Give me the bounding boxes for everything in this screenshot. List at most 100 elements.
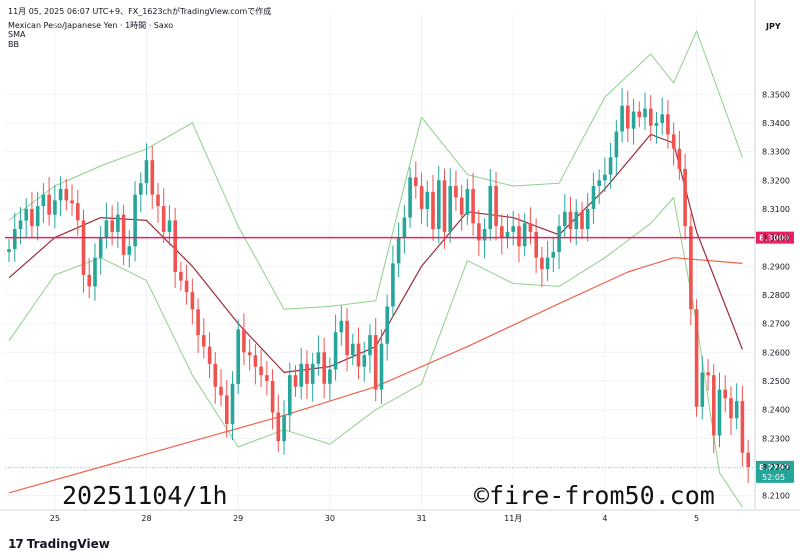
- candle-body: [35, 206, 40, 227]
- candle-body: [580, 211, 584, 229]
- x-tick-label: 28: [141, 514, 151, 523]
- candle-body: [471, 188, 475, 224]
- candle-body: [225, 395, 229, 424]
- sma-long-line: [8, 257, 743, 494]
- candle-body: [230, 383, 235, 424]
- candle-body: [557, 226, 561, 252]
- candle-body: [139, 183, 143, 195]
- candle-body: [328, 369, 332, 384]
- candle-body: [196, 309, 200, 336]
- candle-body: [717, 389, 722, 436]
- candle-body: [385, 306, 389, 344]
- candle-body: [356, 343, 361, 367]
- candle-body: [660, 114, 664, 123]
- tradingview-logo[interactable]: 17 TradingView: [8, 537, 110, 551]
- candle-body: [276, 412, 281, 442]
- watermark-date: 20251104/1h: [62, 481, 228, 510]
- candle-body: [591, 186, 596, 209]
- candle-body: [414, 177, 418, 186]
- candle-body: [442, 180, 447, 232]
- candle-body: [64, 188, 69, 201]
- candle-body: [614, 131, 619, 158]
- y-tick-label: 8.3400: [762, 119, 790, 128]
- candle-body: [706, 372, 710, 376]
- hline-price-tag: [756, 231, 794, 244]
- candle-body: [316, 352, 321, 364]
- grid: [5, 14, 755, 510]
- x-tick-label: 4: [602, 514, 607, 523]
- candle-body: [408, 177, 412, 218]
- candle-body: [322, 352, 326, 384]
- candle-body: [150, 160, 155, 195]
- candle-body: [184, 280, 189, 293]
- y-tick-label: 8.2300: [762, 434, 790, 443]
- candle-body: [133, 194, 137, 247]
- candle-body: [18, 220, 23, 229]
- y-tick-label: 8.3300: [762, 148, 790, 157]
- candle-body: [494, 186, 498, 227]
- candle-body: [127, 246, 132, 255]
- candle-body: [47, 194, 51, 215]
- x-tick-label: 11月: [504, 514, 522, 523]
- candle-body: [253, 355, 258, 367]
- y-tick-label: 8.2900: [762, 262, 790, 271]
- candle-body: [597, 180, 601, 186]
- candle-body: [694, 309, 699, 407]
- y-tick-label: 8.2800: [762, 291, 790, 300]
- y-tick-label: 8.2600: [762, 348, 790, 357]
- candle-body: [270, 381, 275, 413]
- candle-body: [293, 375, 298, 387]
- candle-body: [700, 372, 705, 407]
- bb-upper-line: [8, 30, 743, 310]
- candle-body: [551, 252, 556, 258]
- candle-body: [683, 168, 687, 227]
- last-price-tag: [756, 460, 794, 483]
- x-tick-label: 30: [325, 514, 335, 523]
- hline-price-label: 8.3000: [759, 234, 790, 243]
- x-tick-label: 29: [233, 514, 243, 523]
- sma-short-line: [8, 133, 743, 373]
- symbol-title[interactable]: Mexican Peso/Japanese Yen · 1時間 · Saxo: [8, 21, 174, 30]
- y-tick-label: 8.2500: [762, 377, 790, 386]
- candle-body: [156, 194, 160, 207]
- y-tick-label: 8.2400: [762, 406, 790, 415]
- indicator-sma-label[interactable]: SMA: [8, 30, 26, 39]
- candle-body: [173, 220, 177, 272]
- x-tick-label: 25: [50, 514, 60, 523]
- x-tick-label: 5: [694, 514, 699, 523]
- candle-body: [649, 108, 653, 126]
- candle-body: [540, 257, 544, 270]
- candle-body: [431, 191, 435, 230]
- candle-body: [368, 335, 372, 356]
- candle-body: [53, 200, 57, 215]
- candle-body: [740, 401, 745, 453]
- y-tick-label: 8.2700: [762, 320, 790, 329]
- candle-body: [265, 375, 269, 381]
- candle-body: [671, 134, 676, 149]
- y-tick-label: 8.2100: [762, 492, 790, 501]
- candle-body: [242, 329, 246, 353]
- y-tick-label: 8.2200: [762, 463, 790, 472]
- candle-body: [116, 214, 120, 232]
- candle-body: [190, 292, 195, 310]
- candle-body: [534, 231, 538, 258]
- candle-body: [712, 375, 716, 436]
- candle-body: [631, 111, 636, 129]
- candle-body: [454, 186, 458, 198]
- candle-body: [574, 211, 579, 229]
- candle-body: [563, 211, 567, 227]
- candle-body: [259, 366, 263, 376]
- y-tick-label: 8.3200: [762, 176, 790, 185]
- candles: [7, 87, 750, 484]
- candle-body: [545, 257, 550, 270]
- indicator-bb-label[interactable]: BB: [8, 40, 19, 49]
- candle-body: [723, 389, 727, 399]
- candle-body: [213, 363, 218, 387]
- candle-body: [7, 249, 11, 252]
- candle-body: [121, 214, 126, 255]
- watermark-site: ©fire-from50.com: [474, 481, 715, 510]
- y-tick-label: 8.3000: [762, 234, 790, 243]
- candle-body: [391, 263, 395, 307]
